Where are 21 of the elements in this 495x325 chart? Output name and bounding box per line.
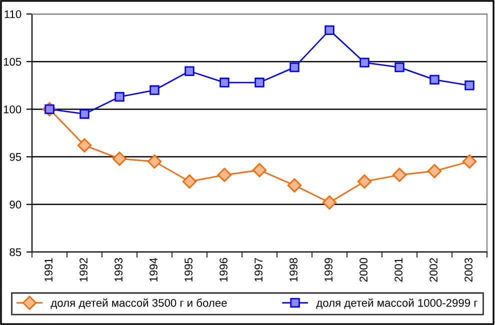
y-tick-label: 85 [10, 248, 22, 256]
x-tick-label: 1995 [184, 258, 192, 282]
x-tick-label: 2002 [430, 258, 438, 282]
y-tick-label: 90 [10, 200, 22, 209]
x-tick-label: 1996 [220, 258, 228, 282]
legend-label: доля детей массой 3500 г и более [50, 298, 227, 309]
x-tick-label: 1992 [80, 258, 88, 282]
y-tick-label: 100 [4, 105, 22, 114]
x-tick-label: 1999 [324, 258, 332, 282]
x-tick-label: 1998 [290, 258, 298, 282]
y-tick-label: 105 [4, 58, 22, 66]
x-tick-label: 1991 [44, 258, 52, 282]
x-tick-label: 2000 [360, 258, 368, 282]
x-tick-label: 1993 [114, 258, 122, 282]
x-tick-label: 2001 [394, 258, 402, 282]
y-tick-label: 95 [10, 153, 22, 161]
x-tick-label: 2003 [464, 258, 472, 282]
x-tick-label: 1997 [254, 258, 262, 282]
legend-label: доля детей массой 1000-2999 г [316, 298, 478, 309]
x-tick-label: 1994 [150, 258, 158, 282]
y-tick-label: 110 [4, 10, 22, 18]
